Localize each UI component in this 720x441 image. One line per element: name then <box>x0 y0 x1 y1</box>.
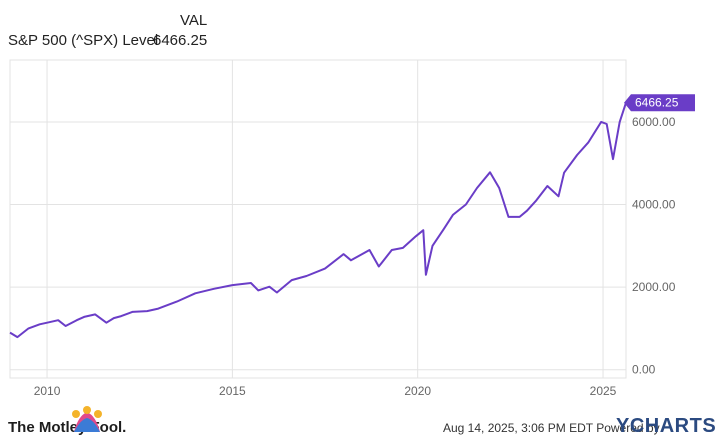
timestamp: Aug 14, 2025, 3:06 PM EDT Powered by <box>443 421 660 435</box>
series-line <box>9 102 627 339</box>
last-value-flag <box>624 94 695 112</box>
ycharts-logo: YCHARTS <box>616 415 717 437</box>
motley-fool-logo: The Motley Fool. <box>8 419 126 436</box>
plot-frame <box>9 59 627 379</box>
y-tick-label: 0.00 <box>632 363 656 377</box>
last-value-label: 6466.25 <box>635 96 679 110</box>
y-tick-label: 6000.00 <box>632 115 676 129</box>
y-tick-label: 4000.00 <box>632 198 676 212</box>
brand-left: The Motley Fool. <box>8 419 127 436</box>
series-value: 6466.25 <box>153 32 208 49</box>
x-tick-label: 2025 <box>590 384 617 398</box>
x-tick-label: 2020 <box>404 384 431 398</box>
x-tick-label: 2015 <box>219 384 246 398</box>
series-name: S&P 500 (^SPX) Level <box>8 32 159 49</box>
x-tick-label: 2010 <box>34 384 61 398</box>
y-tick-label: 2000.00 <box>632 280 676 294</box>
legend-header: VAL <box>180 12 208 29</box>
jester-hat-icon <box>72 406 102 432</box>
